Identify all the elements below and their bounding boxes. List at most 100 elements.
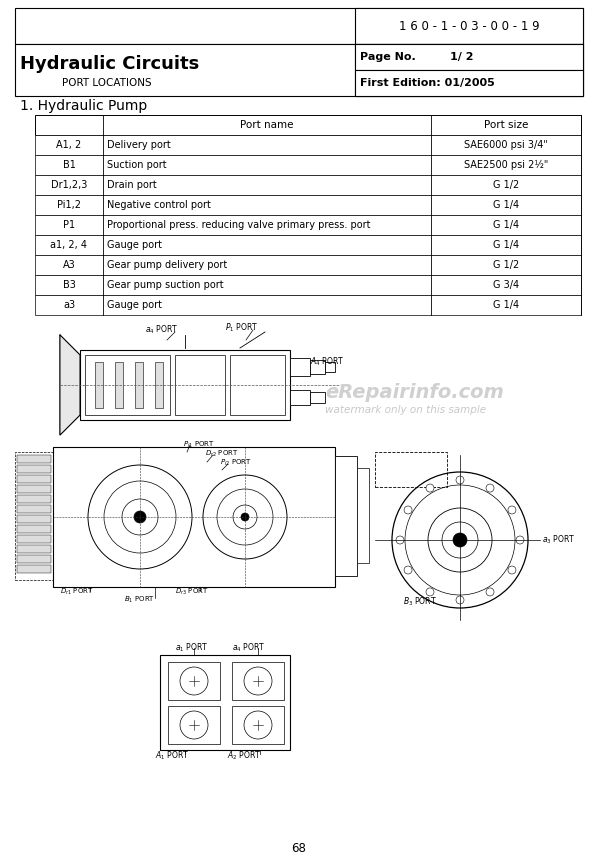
Text: $D_{r1}$ PORT: $D_{r1}$ PORT [60,587,94,597]
Bar [17,535,51,543]
Bar [310,392,325,403]
Bar [290,358,310,376]
Bar [35,215,581,235]
Circle shape [516,536,524,544]
Text: Proportional press. reducing valve primary press. port: Proportional press. reducing valve prima… [107,220,371,230]
Bar [355,44,583,70]
Bar [232,662,284,700]
Text: PORT LOCATIONS: PORT LOCATIONS [62,78,152,88]
Bar [35,295,581,315]
Bar [355,70,583,96]
Bar [35,175,581,195]
Bar [375,452,447,487]
Text: A3: A3 [63,260,75,270]
Text: G 1/4: G 1/4 [493,240,519,250]
Bar [95,362,103,408]
Text: $a_3$ PORT: $a_3$ PORT [542,534,575,546]
Circle shape [486,484,494,492]
Bar [17,475,51,483]
Text: Gauge port: Gauge port [107,240,162,250]
Bar [80,350,290,420]
Bar [35,135,581,155]
Bar [335,456,357,576]
Bar [17,485,51,493]
Text: G 1/4: G 1/4 [493,300,519,310]
Text: 68: 68 [292,842,306,854]
Text: Port name: Port name [240,120,294,130]
Bar [115,362,123,408]
Text: $P_{i1}$ PORT: $P_{i1}$ PORT [183,440,215,450]
Text: $A_2$ PORT: $A_2$ PORT [227,750,261,762]
Circle shape [508,566,516,574]
Circle shape [453,533,467,547]
Circle shape [508,506,516,514]
Bar [168,662,220,700]
Text: 1 6 0 - 1 - 0 3 - 0 0 - 1 9: 1 6 0 - 1 - 0 3 - 0 0 - 1 9 [399,20,539,33]
Circle shape [456,596,464,604]
Circle shape [404,506,412,514]
Text: Suction port: Suction port [107,160,167,170]
Bar [35,255,581,275]
Bar [135,362,143,408]
Text: a1, 2, 4: a1, 2, 4 [50,240,87,250]
Bar [17,495,51,503]
Text: $a_1$ PORT: $a_1$ PORT [175,642,208,654]
Bar [310,360,325,374]
Text: $P_1$ PORT: $P_1$ PORT [225,321,258,334]
Text: 1. Hydraulic Pump: 1. Hydraulic Pump [20,99,147,113]
Bar [17,525,51,533]
Text: P1: P1 [63,220,75,230]
Circle shape [426,588,434,596]
Text: Gear pump suction port: Gear pump suction port [107,280,224,290]
Text: 1/ 2: 1/ 2 [450,52,474,62]
Text: First Edition: 01/2005: First Edition: 01/2005 [360,78,495,88]
Text: B3: B3 [63,280,75,290]
Text: G 1/4: G 1/4 [493,220,519,230]
Text: $D_{r3}$ PORT: $D_{r3}$ PORT [175,587,209,597]
Circle shape [486,588,494,596]
Text: watermark only on this sample: watermark only on this sample [325,405,486,415]
Bar [35,195,581,215]
Text: Gear pump delivery port: Gear pump delivery port [107,260,227,270]
Text: Hydraulic Circuits: Hydraulic Circuits [20,55,199,73]
Bar [168,706,220,744]
Text: B1: B1 [63,160,75,170]
Bar [35,235,581,255]
Bar [230,355,285,415]
Bar [85,355,170,415]
Text: G 1/2: G 1/2 [493,260,519,270]
Circle shape [426,484,434,492]
Text: Port size: Port size [484,120,528,130]
Bar [17,465,51,473]
Text: $a_4$ PORT: $a_4$ PORT [232,642,266,654]
Bar [15,8,583,44]
Bar [160,655,290,750]
Bar [17,455,51,463]
Circle shape [134,511,146,523]
Bar [325,362,335,372]
Bar [17,545,51,553]
Text: G 3/4: G 3/4 [493,280,519,290]
Text: Dr1,2,3: Dr1,2,3 [51,180,87,190]
Circle shape [241,513,249,521]
Text: A1, 2: A1, 2 [56,140,81,150]
Text: Pi1,2: Pi1,2 [57,200,81,210]
Text: $P_{i2}$ PORT: $P_{i2}$ PORT [220,458,252,468]
Circle shape [404,566,412,574]
Bar [15,452,53,580]
Text: $B_3$ PORT: $B_3$ PORT [403,596,437,608]
Text: eRepairinfo.com: eRepairinfo.com [325,384,504,403]
Bar [35,275,581,295]
Text: Drain port: Drain port [107,180,157,190]
Text: $B_1$ PORT: $B_1$ PORT [124,595,155,605]
Text: G 1/2: G 1/2 [493,180,519,190]
Text: $a_4$ PORT: $a_4$ PORT [145,324,178,336]
Bar [175,355,225,415]
Text: Gauge port: Gauge port [107,300,162,310]
Bar [232,706,284,744]
Bar [290,390,310,405]
Bar [53,447,335,587]
Bar [35,155,581,175]
Bar [17,515,51,523]
Bar [17,505,51,513]
